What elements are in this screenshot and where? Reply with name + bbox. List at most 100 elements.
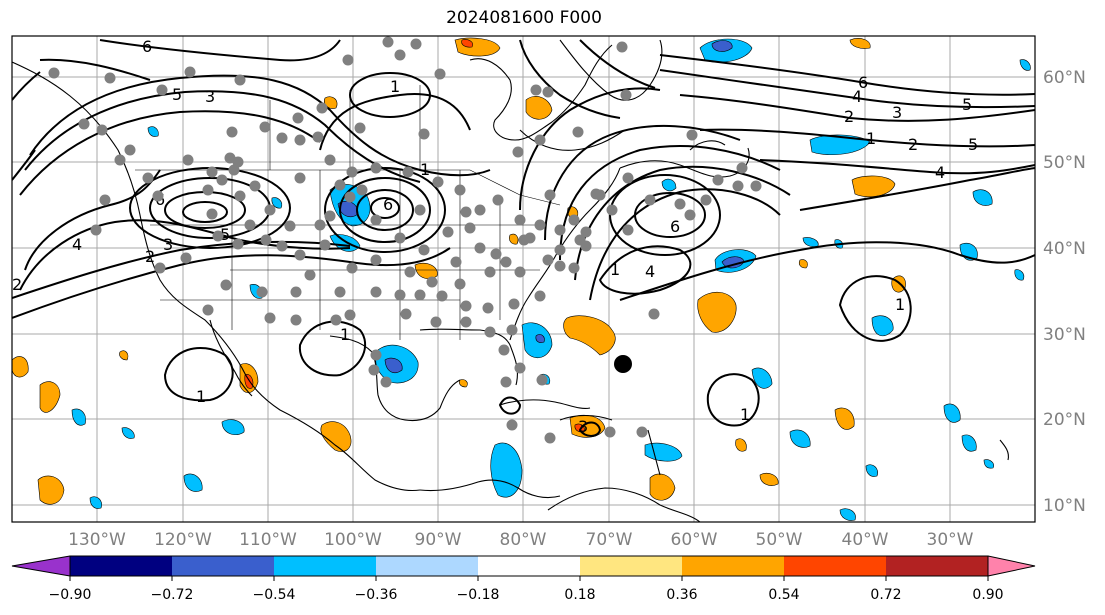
contour-label: 5 — [172, 85, 182, 104]
station-dot — [290, 286, 302, 298]
contour-label: 4 — [852, 87, 862, 106]
station-dot — [544, 189, 556, 201]
station-dot — [370, 349, 382, 361]
contour-label: 4 — [72, 235, 82, 254]
contour-label: 1 — [895, 295, 905, 314]
station-dot — [356, 184, 368, 196]
station-dot — [202, 184, 214, 196]
colorbar-tick-label: 0.18 — [564, 587, 595, 603]
station-dot — [314, 219, 326, 231]
station-dot — [124, 144, 136, 156]
contour-label: 5 — [220, 225, 230, 244]
station-dot — [514, 362, 526, 374]
lon-label: 100°W — [324, 530, 382, 550]
station-dot — [530, 84, 542, 96]
contour-label: 5 — [968, 135, 978, 154]
tropical-cyclone-center-icon — [614, 355, 632, 373]
station-dot — [554, 260, 566, 272]
colorbar-tick-label: −0.72 — [151, 587, 194, 603]
station-dot — [460, 300, 472, 312]
station-dot — [484, 326, 496, 338]
station-dot — [264, 312, 276, 324]
station-dot — [684, 209, 696, 221]
station-dot — [334, 179, 346, 191]
contour-label: 2 — [12, 275, 22, 294]
station-dot — [426, 276, 438, 288]
station-dot — [294, 249, 306, 261]
colorbar-extend-high — [988, 556, 1035, 576]
station-dot — [142, 172, 154, 184]
station-dot — [324, 210, 336, 222]
station-dot — [572, 126, 584, 138]
station-dot — [442, 226, 454, 238]
station-dot — [750, 180, 762, 192]
station-dot — [370, 254, 382, 266]
station-dot — [436, 290, 448, 302]
station-dot — [368, 364, 380, 376]
anomaly-fills — [12, 37, 1031, 521]
station-dot — [294, 172, 306, 184]
lon-label: 40°W — [842, 530, 889, 550]
station-dot — [410, 38, 422, 50]
station-dot — [604, 426, 616, 438]
station-dot — [182, 154, 194, 166]
station-dot — [506, 419, 518, 431]
station-dot — [220, 279, 232, 291]
station-dot — [594, 189, 606, 201]
station-dot — [152, 190, 164, 202]
station-dot — [342, 54, 354, 66]
station-dot — [508, 298, 520, 310]
station-dot — [506, 324, 518, 336]
lon-label: 90°W — [415, 530, 462, 550]
latitude-labels: 60°N 50°N 40°N 30°N 20°N 10°N — [1043, 68, 1086, 516]
contour-label: 3 — [578, 417, 588, 436]
contour-label: 6 — [858, 73, 868, 92]
station-dot — [580, 240, 592, 252]
contour-label: 5 — [962, 95, 972, 114]
contour-lines — [12, 39, 1035, 437]
station-dot — [394, 49, 406, 61]
lat-label: 40°N — [1043, 239, 1086, 259]
lon-label: 70°W — [586, 530, 633, 550]
lon-label: 130°W — [68, 530, 126, 550]
station-dot — [260, 234, 272, 246]
colorbar-cell — [376, 556, 479, 576]
station-dot — [234, 190, 246, 202]
station-dot — [498, 344, 510, 356]
station-dot — [490, 248, 502, 260]
station-dot — [184, 66, 196, 78]
station-dot — [568, 214, 580, 226]
station-dot — [346, 166, 358, 178]
station-dot — [276, 240, 288, 252]
station-dot — [674, 198, 686, 210]
map-frame — [11, 35, 1036, 523]
station-dot — [542, 86, 554, 98]
station-dot — [344, 191, 356, 203]
station-dot — [78, 118, 90, 130]
station-dot — [518, 234, 530, 246]
station-dot — [732, 180, 744, 192]
station-dot — [354, 122, 366, 134]
station-dot — [90, 224, 102, 236]
station-dot — [99, 194, 111, 206]
station-dot — [334, 286, 346, 298]
contour-label: 6 — [383, 195, 393, 214]
station-dot — [616, 41, 628, 53]
colorbar-tick-label: −0.90 — [49, 587, 92, 603]
colorbar-cell — [478, 556, 581, 576]
station-dot — [154, 262, 166, 274]
lon-label: 50°W — [756, 530, 803, 550]
station-dot — [492, 194, 504, 206]
station-dot — [514, 214, 526, 226]
colorbar-tick-label: 0.72 — [870, 587, 901, 603]
station-dot — [216, 174, 228, 186]
station-dot — [622, 172, 634, 184]
station-dot — [316, 102, 328, 114]
lat-label: 50°N — [1043, 153, 1086, 173]
station-dot — [264, 204, 276, 216]
station-dot — [454, 184, 466, 196]
contour-label: 1 — [610, 260, 620, 279]
station-dot — [394, 232, 406, 244]
station-dot — [500, 376, 512, 388]
